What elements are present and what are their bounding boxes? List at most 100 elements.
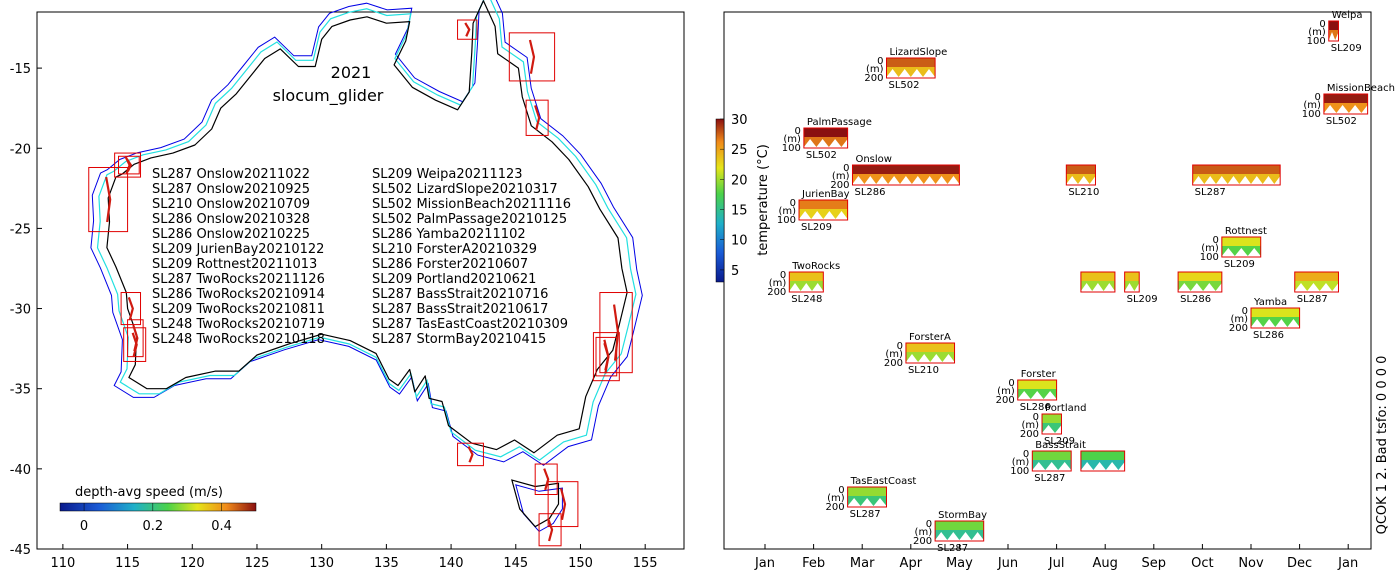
temperature-colorbar-tick-label: 25 bbox=[731, 143, 748, 158]
deployment-glider-label: SL209 bbox=[1331, 43, 1362, 54]
deployment-surface-fill bbox=[852, 165, 960, 174]
map-x-tick-label: 115 bbox=[115, 556, 140, 571]
deployment-frame bbox=[1041, 413, 1062, 435]
glider-track bbox=[125, 158, 133, 172]
temperature-colorbar-bar bbox=[715, 118, 725, 283]
deployment-surface-fill bbox=[886, 58, 936, 67]
legend-entry: SL502 LizardSlope20210317 bbox=[372, 182, 558, 197]
legend-entry: SL210 ForsterA20210329 bbox=[372, 242, 537, 257]
speed-colorbar-ticks: 0 0.2 0.4 bbox=[80, 503, 232, 534]
map-axes-frame bbox=[36, 11, 685, 550]
timeline-x-ticks: Jan Feb Mar Apr May Jun Jul Aug Sep Oct Nov Dec Jan bbox=[754, 544, 1358, 571]
deployment-glider-label: SL210 bbox=[1068, 187, 1099, 198]
deployment-box bbox=[508, 32, 556, 82]
deployment-depth-fill bbox=[1251, 317, 1300, 327]
glider-track bbox=[559, 488, 567, 521]
deployment-depth-fill bbox=[1221, 246, 1261, 256]
map-x-tick-label: 155 bbox=[633, 556, 658, 571]
timeline-x-tick-label: Mar bbox=[850, 556, 875, 571]
timeline-x-tick-label: Jan bbox=[1337, 556, 1358, 571]
deployment-box bbox=[595, 336, 618, 377]
glider-track bbox=[105, 176, 112, 223]
legend-entry: SL502 PalmPassage20210125 bbox=[372, 212, 567, 227]
deployment-depth-fill bbox=[935, 530, 984, 540]
deployment-depth-unit: (m) bbox=[915, 527, 933, 538]
deployment-depth-top: 0 bbox=[1023, 449, 1029, 460]
legend-entry: SL210 Onslow20210709 bbox=[152, 197, 310, 212]
deployment-glider-label: SL287 bbox=[937, 543, 968, 554]
deployment-depth-fill bbox=[1192, 174, 1281, 184]
legend-entry: SL287 BassStrait20210716 bbox=[372, 287, 548, 302]
map-x-tick-label: 125 bbox=[245, 556, 270, 571]
glider-track bbox=[127, 296, 134, 321]
deployment-panel: ForsterA 0(m)200 SL210 bbox=[884, 332, 956, 376]
deployment-panel: SL287 bbox=[1192, 164, 1281, 198]
deployment-depth-top: 0 bbox=[877, 56, 883, 67]
speed-colorbar-tick-label: 0.2 bbox=[142, 519, 163, 534]
deployment-frame bbox=[1294, 271, 1339, 293]
legend-entry: SL287 StormBay20210415 bbox=[372, 332, 546, 347]
deployment-site-label: ForsterA bbox=[909, 332, 951, 343]
temperature-colorbar-label: temperature (°C) bbox=[756, 144, 771, 256]
deployment-frame bbox=[1328, 20, 1339, 42]
timeline-x-tick-label: Feb bbox=[802, 556, 825, 571]
deployment-depth-bottom: 100 bbox=[1302, 109, 1321, 120]
deployment-depth-unit: (m) bbox=[769, 278, 787, 289]
deployment-site-label: MissionBeach bbox=[1327, 83, 1395, 94]
map-y-tick-label: -35 bbox=[10, 383, 31, 398]
deployment-depth-fill bbox=[1080, 460, 1125, 470]
deployment-depth-unit: (m) bbox=[778, 206, 796, 217]
deployment-site-label: PalmPassage bbox=[807, 117, 872, 128]
legend-entry: SL209 Rottnest20211013 bbox=[152, 257, 317, 272]
deployment-depth-bottom: 100 bbox=[782, 143, 801, 154]
deployment-depth-fill bbox=[1328, 30, 1339, 40]
deployment-panel: StormBay 0(m)200 SL287 bbox=[913, 510, 987, 554]
timeline-panel: Jan Feb Mar Apr May Jun Jul Aug Sep Oct Nov Dec Jan … bbox=[715, 10, 1395, 571]
deployment-panel: PalmPassage 0(m)100 SL502 bbox=[782, 117, 872, 161]
deployment-frame bbox=[788, 271, 824, 293]
deployment-surface-fill bbox=[1323, 94, 1368, 103]
speed-colorbar-tick-label: 0.4 bbox=[211, 519, 232, 534]
deployment-frame bbox=[851, 164, 960, 186]
deployment-surface-fill bbox=[1080, 451, 1125, 460]
deployment-depth-unit: (m) bbox=[1021, 420, 1039, 431]
deployment-boxes bbox=[88, 19, 633, 547]
glider-track bbox=[543, 468, 550, 491]
deployment-panel: BassStrait 0(m)100 SL287 bbox=[1010, 440, 1086, 484]
glider-track bbox=[528, 39, 536, 74]
deployment-panel: SL287 bbox=[1294, 271, 1339, 305]
deployment-panel: Yamba 0(m)200 SL286 bbox=[1229, 297, 1301, 341]
temperature-colorbar-tick-label: 15 bbox=[731, 204, 748, 219]
map-y-tick-label: -25 bbox=[10, 222, 31, 237]
deployment-surface-fill bbox=[1042, 414, 1062, 423]
deployment-panel: MissionBeach 0(m)100 SL502 bbox=[1302, 83, 1395, 127]
deployment-surface-fill bbox=[1066, 165, 1096, 174]
legend-entry: SL209 Portland20210621 bbox=[372, 272, 536, 287]
deployment-panel: SL286 bbox=[1177, 271, 1223, 305]
deployment-depth-bottom: 100 bbox=[777, 215, 796, 226]
deployment-depth-unit: (m) bbox=[1012, 457, 1030, 468]
deployment-box bbox=[547, 481, 579, 528]
speed-colorbar-bar bbox=[59, 502, 257, 512]
legend-entry: SL287 Onslow20211022 bbox=[152, 167, 310, 182]
deployment-depth-fill bbox=[1178, 281, 1222, 291]
deployment-site-label: Forster bbox=[1021, 369, 1057, 380]
deployment-surface-fill bbox=[1192, 165, 1281, 174]
deployment-depth-fill bbox=[1032, 460, 1072, 470]
temperature-colorbar-tick-label: 20 bbox=[731, 173, 748, 188]
legend-entry: SL286 Onslow20210328 bbox=[152, 212, 310, 227]
deployment-panel: JurienBay 0(m)100 SL209 bbox=[777, 189, 850, 233]
deployment-frame bbox=[905, 342, 956, 364]
legend-entry: SL287 TwoRocks20211126 bbox=[152, 272, 325, 287]
deployment-depth-top: 0 bbox=[795, 126, 801, 137]
deployment-frame bbox=[1221, 236, 1262, 258]
legend-entry: SL286 Forster20210607 bbox=[372, 257, 528, 272]
glider-track bbox=[603, 342, 610, 371]
map-y-ticks: -15 -20 -25 -30 -35 -40 -45 bbox=[10, 62, 42, 558]
deployment-surface-fill bbox=[1017, 380, 1057, 389]
deployment-surface-fill bbox=[1178, 272, 1222, 281]
deployment-glider-label: SL286 bbox=[1020, 402, 1051, 413]
deployment-depth-unit: (m) bbox=[885, 349, 903, 360]
legend-entry: SL209 Weipa20211123 bbox=[372, 167, 523, 182]
map-x-tick-label: 145 bbox=[503, 556, 528, 571]
